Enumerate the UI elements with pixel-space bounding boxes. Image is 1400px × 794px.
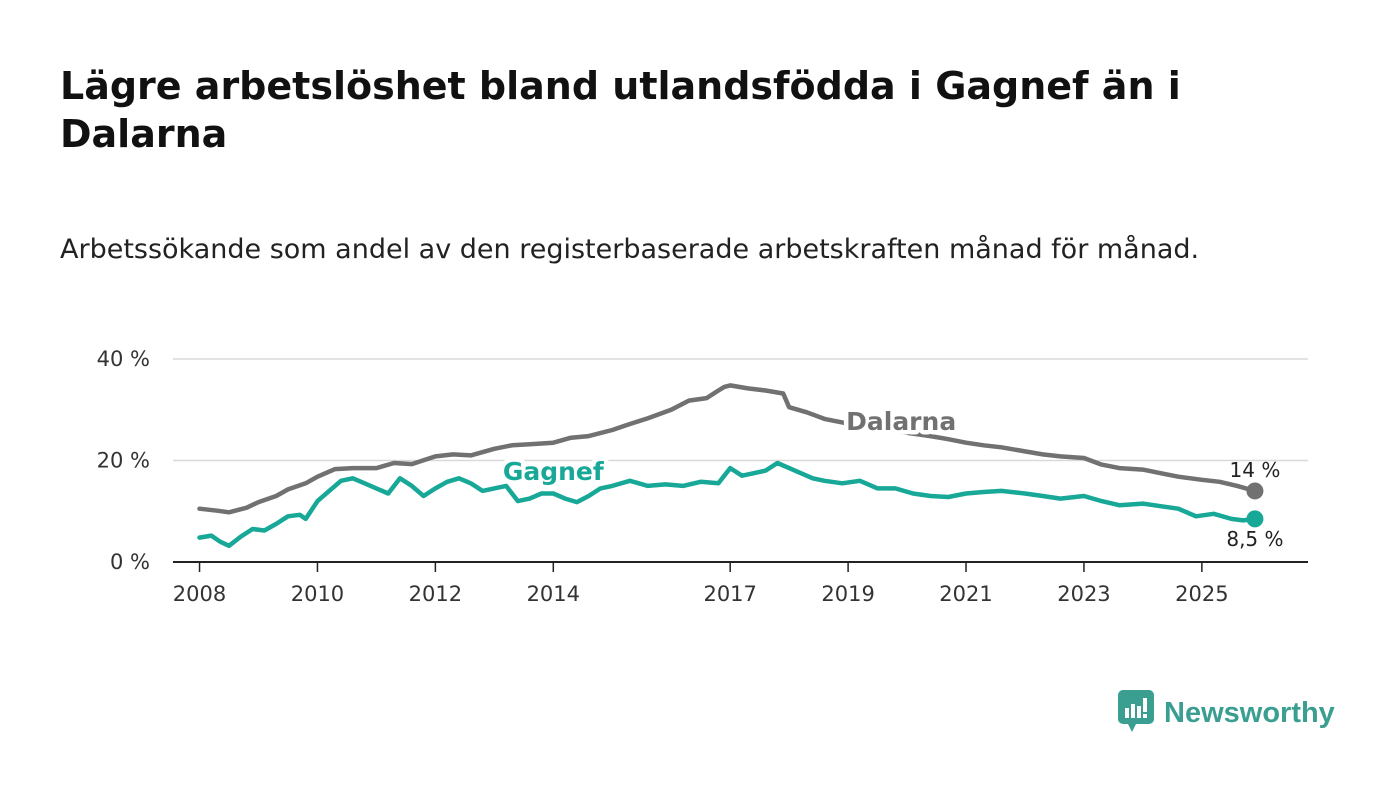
x-tick-label: 2021: [939, 582, 992, 606]
y-tick-label: 20 %: [97, 449, 150, 473]
logo-icon-pointer: [1128, 724, 1136, 732]
x-tick-label: 2014: [527, 582, 580, 606]
end-value-label-dalarna: 14 %: [1230, 458, 1281, 482]
x-tick-label: 2017: [703, 582, 756, 606]
series-label-dalarna: Dalarna: [846, 407, 956, 436]
logo-icon-badge: [1118, 690, 1154, 724]
newsworthy-logo-text[interactable]: Newsworthy: [1164, 696, 1335, 729]
x-tick-label: 2010: [291, 582, 344, 606]
logo-icon-dot: [1143, 714, 1147, 718]
series-label-gagnef: Gagnef: [503, 457, 605, 486]
chart-title: Lägre arbetslöshet bland utlandsfödda i …: [60, 64, 1181, 156]
end-value-label-gagnef: 8,5 %: [1226, 527, 1283, 551]
logo-icon-bar: [1131, 704, 1135, 718]
series-line-gagnef: [197, 460, 1258, 549]
logo-icon-bar: [1137, 706, 1141, 718]
newsworthy-logo: Newsworthy: [1118, 690, 1335, 736]
x-tick-label: 2025: [1175, 582, 1228, 606]
x-tick-label: 2023: [1057, 582, 1110, 606]
x-tick-label: 2008: [173, 582, 226, 606]
series-line-dalarna: [197, 383, 1258, 515]
chart-subtitle: Arbetssökande som andel av den registerb…: [60, 234, 1200, 265]
x-tick-label: 2012: [409, 582, 462, 606]
series-endpoint-dalarna: [1246, 482, 1264, 500]
logo-icon-bar: [1143, 698, 1147, 712]
logo-icon-bar: [1125, 708, 1129, 718]
x-tick-label: 2019: [821, 582, 874, 606]
newsworthy-logo-icon: [1118, 690, 1154, 732]
series-endpoint-gagnef: [1246, 510, 1264, 528]
y-tick-label: 0 %: [110, 550, 150, 574]
y-tick-label: 40 %: [97, 347, 150, 371]
